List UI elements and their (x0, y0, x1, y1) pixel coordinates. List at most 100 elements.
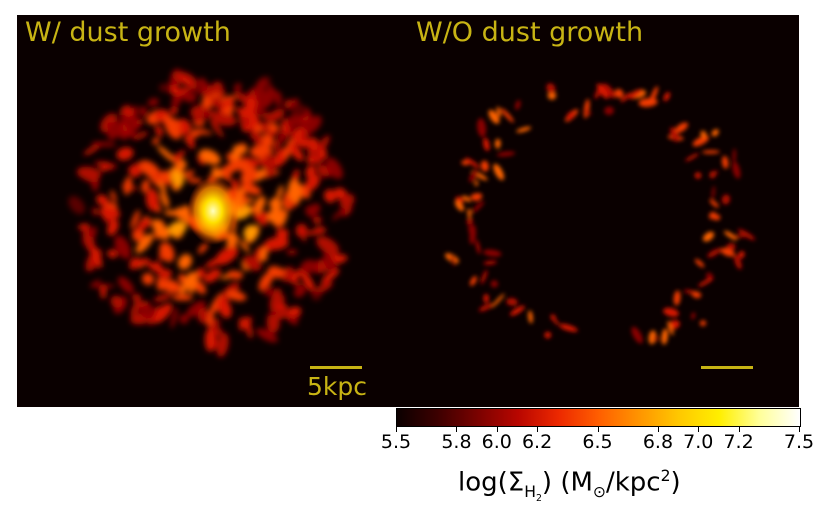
density-clump (90, 245, 103, 269)
density-clump (461, 160, 470, 166)
density-clump (506, 298, 518, 306)
colorbar-tick-label: 5.8 (441, 431, 472, 453)
colorbar-tick (657, 426, 659, 432)
density-clump (262, 286, 275, 296)
density-clump (313, 226, 326, 234)
density-clump (705, 272, 713, 280)
density-clump (620, 92, 632, 103)
density-clump (289, 143, 304, 162)
density-clump (294, 285, 307, 298)
density-clump (708, 211, 717, 220)
density-clump (316, 135, 330, 154)
density-clump (196, 267, 206, 279)
galaxy-core-glow (187, 177, 239, 245)
density-clump (253, 196, 266, 214)
colorbar-tick-label: 6.5 (582, 431, 613, 453)
density-clump (469, 276, 477, 286)
scale-label: 5kpc (307, 372, 367, 401)
density-clump (287, 179, 302, 204)
density-clump (259, 247, 268, 262)
density-clump (732, 161, 741, 179)
density-clump (284, 138, 294, 160)
density-clump (172, 294, 193, 301)
density-clump (301, 271, 315, 292)
colorbar-tick-label: 7.0 (683, 431, 714, 453)
density-clump (254, 77, 266, 102)
density-clump (152, 137, 160, 145)
density-clump (628, 89, 643, 99)
density-clump (235, 157, 256, 178)
density-clump (493, 163, 505, 181)
density-clump (276, 268, 286, 273)
density-clump (604, 106, 614, 115)
density-clump (496, 106, 502, 118)
density-clump (734, 254, 742, 270)
density-clump (737, 229, 756, 241)
density-clump (197, 307, 209, 324)
density-clump (559, 323, 578, 332)
density-clump (465, 157, 480, 169)
density-clump (234, 82, 242, 93)
density-clump (177, 254, 193, 270)
density-clump (259, 133, 274, 149)
density-clump (230, 179, 240, 189)
density-clump (123, 176, 133, 195)
density-clump (179, 314, 189, 324)
colorbar-tick-label: 6.2 (521, 431, 553, 453)
density-clump (244, 316, 253, 339)
density-clump (277, 132, 288, 143)
colorbar-label: log(ΣH2) (M⊙/kpc2) (458, 467, 681, 504)
density-clump (139, 106, 148, 118)
density-clump (468, 224, 476, 240)
density-clump (87, 231, 97, 237)
density-clump (130, 209, 140, 229)
density-clump (691, 312, 695, 320)
density-clump (661, 328, 668, 345)
density-clump (199, 77, 208, 92)
density-clump (711, 129, 719, 137)
density-clump (602, 83, 616, 99)
density-clump (157, 145, 177, 163)
density-clump (300, 131, 310, 141)
density-clump (186, 133, 195, 149)
density-clump (711, 185, 716, 200)
density-clump (663, 92, 671, 102)
density-clump (674, 122, 689, 134)
density-clump (171, 95, 182, 107)
density-clump (702, 231, 715, 242)
colorbar-tick-label: 7.5 (783, 431, 815, 453)
density-clump (494, 138, 501, 149)
density-clump (638, 98, 658, 107)
density-clump (142, 272, 154, 286)
density-clump (253, 211, 272, 222)
density-clump (243, 224, 258, 241)
density-clump (490, 280, 498, 288)
density-clump (721, 194, 731, 205)
density-clump (132, 230, 145, 242)
colorbar-tick (597, 426, 599, 432)
density-clump (163, 115, 181, 128)
density-clump (316, 236, 340, 255)
density-clump (698, 277, 714, 287)
density-clump (654, 335, 659, 342)
density-clump (153, 293, 172, 303)
density-clump (127, 123, 136, 139)
scale-bar-right (701, 366, 753, 369)
density-clump (154, 125, 164, 137)
density-clump (478, 303, 494, 312)
density-clump (483, 260, 497, 265)
colorbar-tick (396, 426, 397, 432)
density-clump (339, 193, 355, 209)
density-clump (550, 314, 556, 321)
density-clump (692, 135, 709, 147)
map-panel-without-dust-growth: W/O dust growth (408, 15, 799, 407)
density-clump (76, 166, 101, 181)
density-clump (614, 88, 624, 99)
density-clump (685, 153, 699, 162)
density-clump (483, 249, 502, 257)
density-clump (110, 295, 123, 308)
density-clump (509, 305, 525, 316)
density-clump (212, 113, 237, 126)
density-clump (153, 303, 173, 323)
density-clump (711, 170, 719, 176)
